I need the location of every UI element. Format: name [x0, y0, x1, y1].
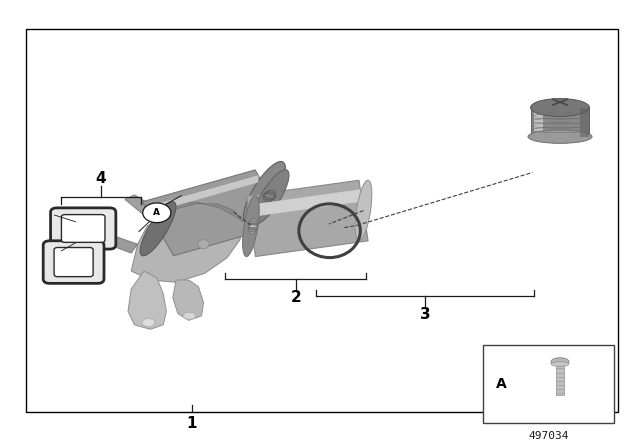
- Ellipse shape: [248, 219, 257, 234]
- Text: 497034: 497034: [529, 431, 569, 441]
- Ellipse shape: [183, 312, 196, 319]
- Bar: [26, 29, 618, 412]
- Ellipse shape: [248, 223, 257, 229]
- Ellipse shape: [198, 240, 209, 249]
- Polygon shape: [154, 208, 230, 235]
- Ellipse shape: [531, 99, 589, 116]
- Text: 1: 1: [187, 416, 197, 431]
- Ellipse shape: [253, 170, 289, 224]
- Text: 2: 2: [291, 290, 301, 305]
- Text: 4: 4: [95, 171, 106, 186]
- Polygon shape: [61, 245, 99, 249]
- Ellipse shape: [243, 196, 259, 257]
- Ellipse shape: [243, 161, 285, 223]
- Circle shape: [143, 203, 171, 223]
- Polygon shape: [580, 108, 589, 137]
- Bar: [556, 365, 564, 396]
- Polygon shape: [146, 175, 259, 214]
- FancyBboxPatch shape: [54, 247, 93, 276]
- Polygon shape: [534, 108, 543, 137]
- Polygon shape: [143, 170, 286, 256]
- Ellipse shape: [528, 130, 592, 143]
- Ellipse shape: [248, 221, 257, 232]
- Polygon shape: [131, 204, 243, 282]
- Polygon shape: [125, 195, 157, 215]
- Ellipse shape: [551, 362, 569, 366]
- Text: A: A: [496, 377, 506, 391]
- Ellipse shape: [142, 319, 155, 327]
- Polygon shape: [531, 108, 589, 137]
- Ellipse shape: [248, 225, 257, 228]
- FancyBboxPatch shape: [51, 208, 116, 249]
- FancyBboxPatch shape: [61, 215, 105, 242]
- Bar: [483, 345, 614, 423]
- Polygon shape: [159, 202, 243, 222]
- Text: A: A: [154, 208, 160, 217]
- Ellipse shape: [355, 180, 372, 241]
- Polygon shape: [173, 280, 204, 320]
- Polygon shape: [128, 271, 166, 329]
- Text: 3: 3: [420, 307, 430, 322]
- Ellipse shape: [140, 202, 176, 256]
- Ellipse shape: [551, 358, 569, 366]
- FancyBboxPatch shape: [44, 241, 104, 284]
- Polygon shape: [108, 235, 138, 253]
- Polygon shape: [246, 180, 368, 257]
- Polygon shape: [248, 190, 362, 217]
